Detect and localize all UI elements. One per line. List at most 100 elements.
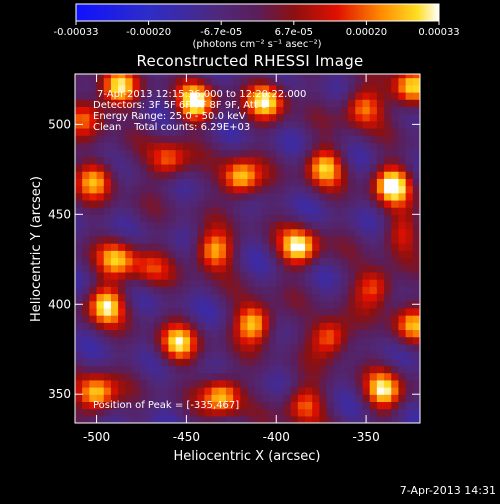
heatmap-cell xyxy=(355,264,364,273)
heatmap-cell xyxy=(139,185,148,194)
heatmap-cell xyxy=(340,394,349,403)
heatmap-cell xyxy=(412,315,420,323)
heatmap-cell xyxy=(283,379,292,388)
heatmap-cell xyxy=(369,185,378,194)
heatmap-cell xyxy=(269,343,277,352)
time-range-text: 7-Apr-2013 12:15:36.000 to 12:20:22.000 xyxy=(97,89,306,100)
heatmap-cell xyxy=(391,171,400,179)
heatmap-cell xyxy=(110,228,119,237)
heatmap-cell xyxy=(384,351,392,359)
heatmap-cell xyxy=(211,358,220,367)
heatmap-cell xyxy=(340,271,349,280)
heatmap-cell xyxy=(225,77,234,86)
heatmap-cell xyxy=(190,228,198,237)
heatmap-cell xyxy=(154,307,162,316)
heatmap-cell xyxy=(398,387,407,395)
heatmap-cell xyxy=(197,106,205,115)
heatmap-cell xyxy=(305,178,313,187)
heatmap-cell xyxy=(125,91,134,100)
heatmap-cell xyxy=(161,207,170,215)
heatmap-cell xyxy=(168,120,177,129)
heatmap-cell xyxy=(110,415,119,423)
heatmap-cell xyxy=(261,142,270,151)
heatmap-cell xyxy=(261,120,270,129)
heatmap-cell xyxy=(75,163,83,172)
heatmap-cell xyxy=(96,372,105,381)
heatmap-cell xyxy=(247,351,256,359)
heatmap-cell xyxy=(333,106,342,115)
heatmap-cell xyxy=(340,120,349,129)
heatmap-cell xyxy=(384,178,392,187)
heatmap-cell xyxy=(305,415,313,423)
heatmap-cell xyxy=(89,387,98,395)
heatmap-cell xyxy=(369,135,378,143)
heatmap-cell xyxy=(391,379,400,388)
heatmap-cell xyxy=(319,91,328,100)
heatmap-cell xyxy=(132,264,141,273)
heatmap-cell xyxy=(384,401,392,410)
heatmap-cell xyxy=(161,199,170,208)
heatmap-cell xyxy=(125,387,134,395)
heatmap-cell xyxy=(261,221,270,230)
heatmap-cell xyxy=(319,178,328,187)
heatmap-cell xyxy=(384,394,392,403)
heatmap-cell xyxy=(132,286,141,295)
heatmap-cell xyxy=(75,322,83,331)
heatmap-cell xyxy=(154,336,162,345)
heatmap-cell xyxy=(197,178,205,187)
heatmap-cell xyxy=(348,91,356,100)
heatmap-cell xyxy=(340,365,349,374)
heatmap-cell xyxy=(211,185,220,194)
heatmap-cell xyxy=(211,221,220,230)
heatmap-cell xyxy=(290,372,299,381)
heatmap-cell xyxy=(319,394,328,403)
heatmap-cell xyxy=(276,336,285,345)
heatmap-cell xyxy=(398,91,407,100)
heatmap-cell xyxy=(333,379,342,388)
heatmap-cell xyxy=(405,257,414,266)
heatmap-cell xyxy=(412,336,420,345)
heatmap-cell xyxy=(75,235,83,244)
heatmap-cell xyxy=(118,300,126,309)
heatmap-cell xyxy=(182,365,191,374)
heatmap-cell xyxy=(118,135,126,143)
heatmap-cell xyxy=(82,264,90,273)
heatmap-cell xyxy=(154,286,162,295)
heatmap-cell xyxy=(333,307,342,316)
heatmap-cell xyxy=(362,271,371,280)
heatmap-cell xyxy=(412,127,420,136)
heatmap-cell xyxy=(139,228,148,237)
heatmap-cell xyxy=(118,408,126,417)
heatmap-cell xyxy=(190,315,198,323)
heatmap-cell xyxy=(154,365,162,374)
heatmap-cell xyxy=(118,293,126,302)
heatmap-cell xyxy=(154,192,162,201)
heatmap-cell xyxy=(362,394,371,403)
heatmap-cell xyxy=(197,171,205,179)
heatmap-cell xyxy=(305,322,313,331)
heatmap-cell xyxy=(103,387,112,395)
heatmap-cell xyxy=(254,74,263,79)
heatmap-cell xyxy=(118,257,126,266)
heatmap-cell xyxy=(146,228,155,237)
heatmap-cell xyxy=(211,279,220,287)
heatmap-cell xyxy=(197,185,205,194)
heatmap-cell xyxy=(118,358,126,367)
heatmap-cell xyxy=(75,271,83,280)
heatmap-cell xyxy=(204,207,213,215)
heatmap-cell xyxy=(355,394,364,403)
heatmap-cell xyxy=(240,99,249,107)
heatmap-cell xyxy=(233,235,241,244)
heatmap-cell xyxy=(261,279,270,287)
heatmap-cell xyxy=(348,84,356,93)
heatmap-cell xyxy=(154,329,162,338)
heatmap-cell xyxy=(333,250,342,259)
heatmap-cell xyxy=(340,221,349,230)
heatmap-cell xyxy=(276,221,285,230)
heatmap-cell xyxy=(333,271,342,280)
heatmap-cell xyxy=(276,300,285,309)
heatmap-cell xyxy=(118,329,126,338)
heatmap-cell xyxy=(218,149,227,158)
heatmap-cell xyxy=(132,74,141,79)
